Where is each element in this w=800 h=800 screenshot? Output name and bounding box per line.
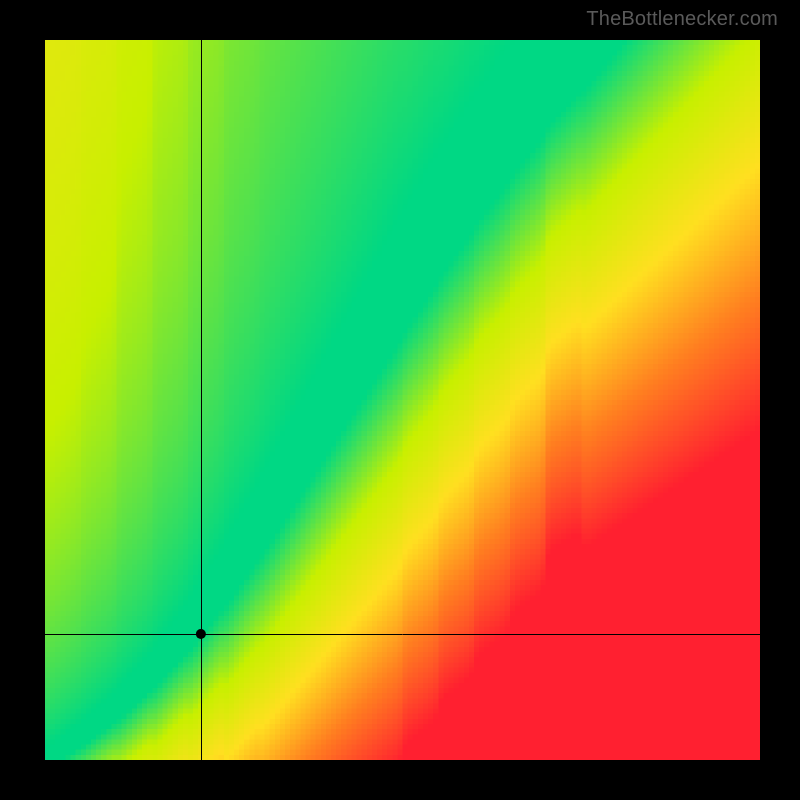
heatmap-plot	[45, 40, 760, 760]
crosshair-overlay	[45, 40, 760, 760]
watermark-text: TheBottlenecker.com	[586, 8, 778, 31]
chart-frame: TheBottlenecker.com	[0, 0, 800, 800]
